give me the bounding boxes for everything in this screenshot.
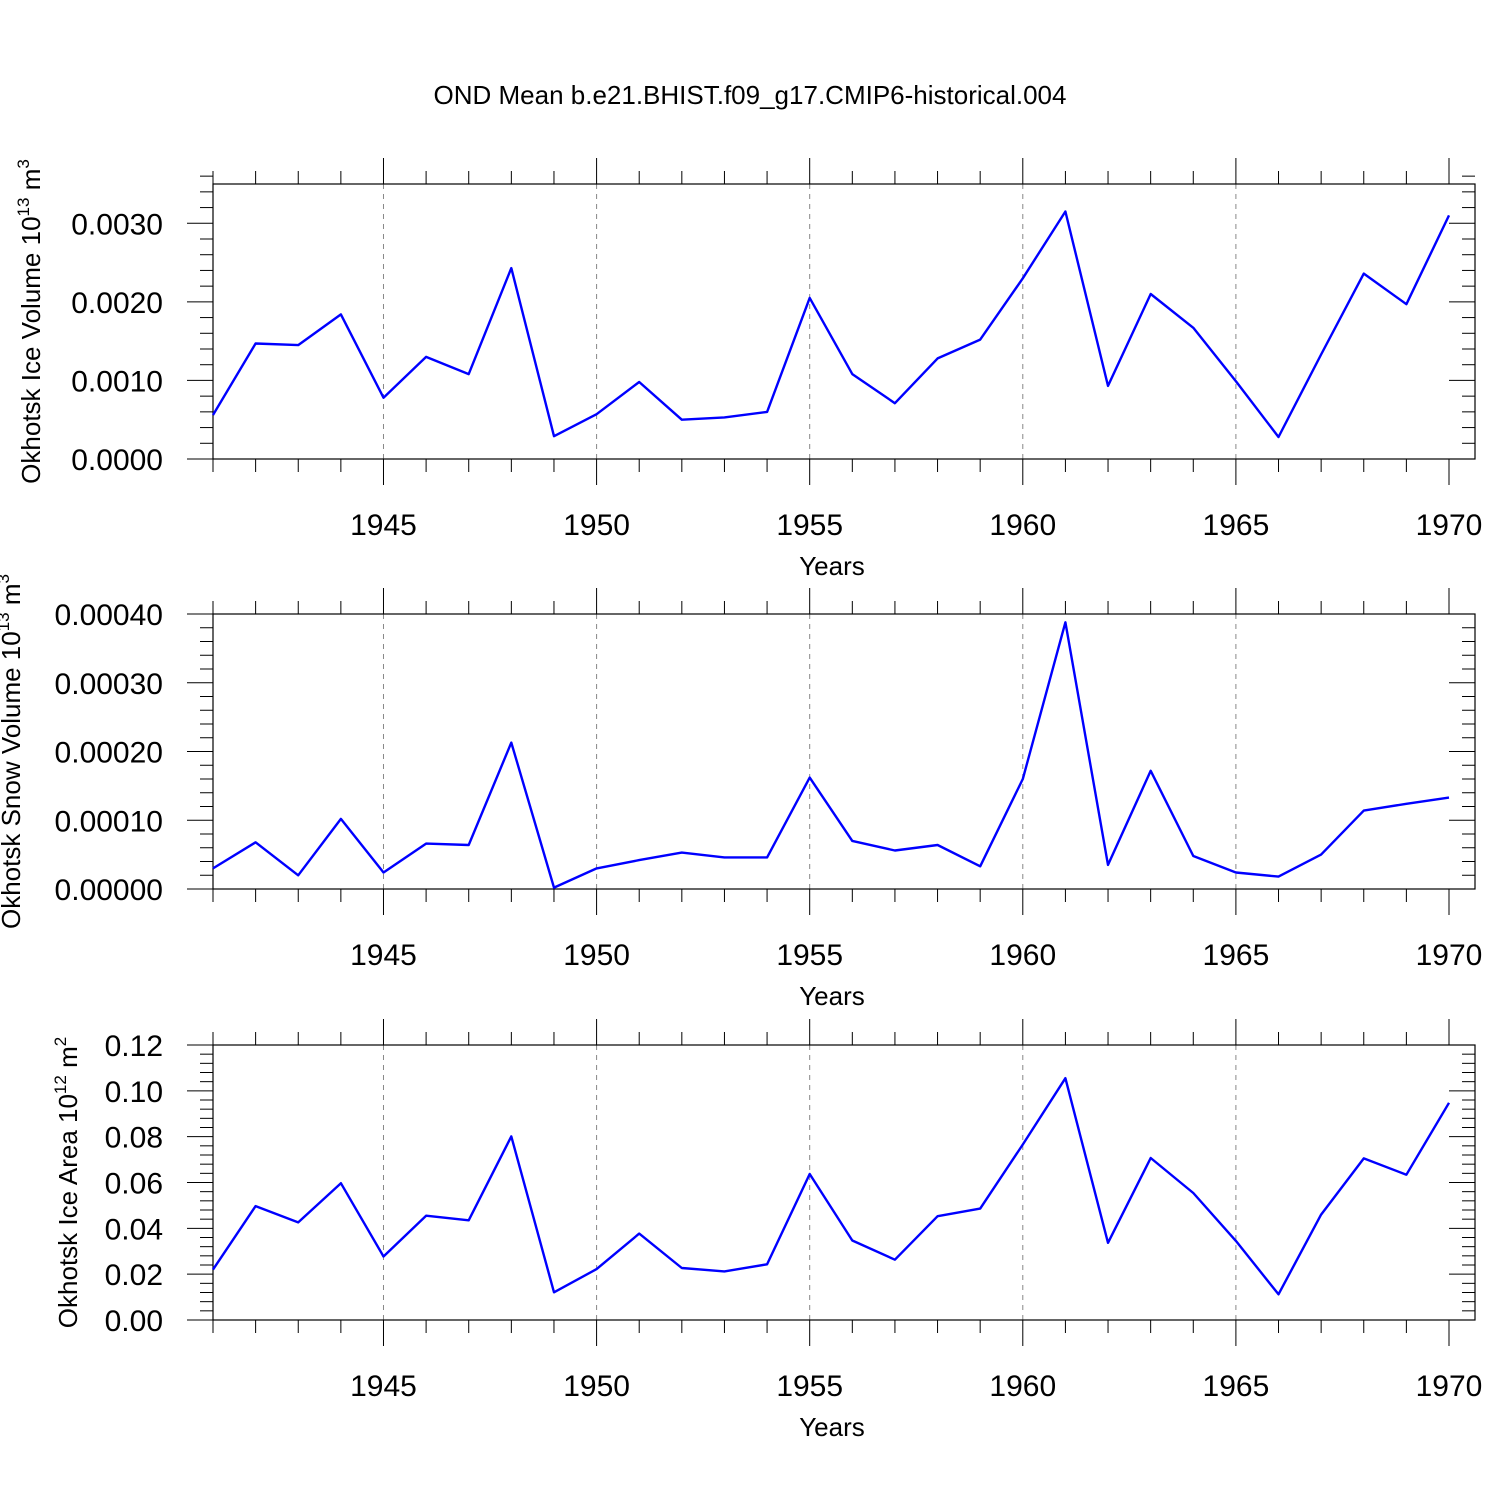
x-tick-label: 1950 [563, 509, 630, 542]
y-axis-title-part: m [16, 169, 46, 198]
x-tick-label: 1955 [776, 1370, 843, 1403]
y-tick-label: 0.10 [105, 1076, 163, 1109]
x-tick-label: 1970 [1416, 1370, 1483, 1403]
x-axis-title: Years [799, 1412, 865, 1442]
x-tick-label: 1970 [1416, 509, 1483, 542]
y-tick-label: 0.00 [105, 1305, 163, 1338]
x-tick-label: 1950 [563, 1370, 630, 1403]
x-tick-label: 1960 [989, 1370, 1056, 1403]
plot-frame [212, 183, 1476, 460]
y-tick-label: 0.12 [105, 1030, 163, 1063]
x-tick-label: 1970 [1416, 939, 1483, 972]
y-tick-label: 0.04 [105, 1213, 163, 1246]
x-tick-label: 1955 [776, 939, 843, 972]
plot-frame [212, 613, 1476, 890]
y-axis-title-part: Okhotsk Ice Volume 10 [16, 216, 46, 483]
y-tick-label: 0.00040 [55, 599, 163, 632]
x-tick-label: 1960 [989, 509, 1056, 542]
y-axis-title-part: Okhotsk Ice Area 10 [53, 1094, 83, 1328]
y-axis-title-superscript: 3 [0, 574, 13, 583]
y-axis-title: Okhotsk Ice Volume 1013 m3 [14, 159, 46, 484]
y-axis-title-part: m [53, 1046, 83, 1075]
panel-1: 1945 1950 1955 1960 1965 1970 0.0000 0.0010 0.00… [14, 158, 1482, 581]
y-tick-label: 0.0020 [71, 287, 163, 320]
series-line [212, 1076, 1451, 1296]
y-tick-label: 0.02 [105, 1259, 163, 1292]
panel-3: 1945 1950 1955 1960 1965 1970 0.00 0.02 0.04 0.06… [51, 1019, 1482, 1442]
x-tick-label: 1965 [1203, 1370, 1270, 1403]
y-axis-title-part: m [0, 583, 26, 612]
y-tick-label: 0.0010 [71, 365, 163, 398]
y-tick-label: 0.00020 [55, 737, 163, 770]
series-line [212, 621, 1450, 889]
y-tick-label: 0.00030 [55, 668, 163, 701]
x-tick-label: 1960 [989, 939, 1056, 972]
chart-main-title: OND Mean b.e21.BHIST.f09_g17.CMIP6-histo… [433, 80, 1067, 110]
y-axis-title-superscript: 2 [51, 1037, 70, 1046]
x-tick-label: 1945 [350, 509, 417, 542]
x-tick-label: 1945 [350, 939, 417, 972]
y-axis-title-superscript: 13 [14, 198, 33, 217]
y-tick-label: 0.06 [105, 1168, 163, 1201]
x-tick-label: 1945 [350, 1370, 417, 1403]
x-tick-label: 1950 [563, 939, 630, 972]
y-tick-label: 0.00010 [55, 805, 163, 838]
x-axis-title: Years [799, 551, 865, 581]
x-tick-label: 1965 [1203, 939, 1270, 972]
x-axis-title: Years [799, 981, 865, 1011]
y-tick-label: 0.00000 [55, 874, 163, 907]
y-axis-title: Okhotsk Snow Volume 1013 m3 [0, 574, 26, 929]
y-axis-title-superscript: 3 [14, 159, 33, 168]
panel-2: 1945 1950 1955 1960 1965 1970 0.00000 0.00010 0.… [0, 574, 1482, 1011]
y-axis-title-part: Okhotsk Snow Volume 10 [0, 631, 26, 929]
series-line [211, 210, 1451, 439]
y-axis-title-superscript: 13 [0, 612, 13, 631]
x-tick-label: 1955 [776, 509, 843, 542]
y-tick-label: 0.0030 [71, 208, 163, 241]
y-tick-label: 0.08 [105, 1122, 163, 1155]
x-tick-label: 1965 [1203, 509, 1270, 542]
y-axis-title-superscript: 12 [51, 1075, 70, 1094]
y-tick-label: 0.0000 [71, 444, 163, 477]
y-axis-title: Okhotsk Ice Area 1012 m2 [51, 1037, 83, 1328]
figure-title: OND Mean b.e21.BHIST.f09_g17.CMIP6-histo… [0, 80, 1500, 111]
